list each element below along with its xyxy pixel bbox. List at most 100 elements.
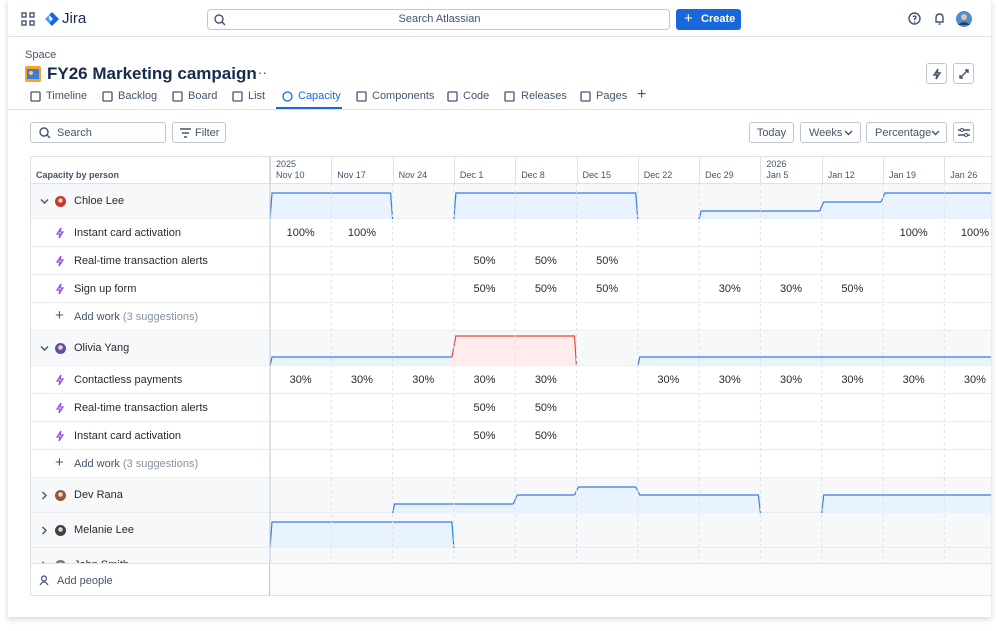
expand-toggle[interactable] <box>40 491 49 500</box>
avatar-face <box>58 198 63 203</box>
allocation: 30% <box>473 374 496 386</box>
person-row: Dev Rana <box>31 478 991 513</box>
allocation: 30% <box>902 374 925 386</box>
year-label: 2025 <box>276 159 297 169</box>
load-line <box>270 521 455 548</box>
week-header: Dec 1 <box>453 157 515 184</box>
tab-label: List <box>248 90 266 102</box>
work-row: Sign up form 50% 50% 50% 30% 30% 50% <box>31 275 991 303</box>
filter-label: Filter <box>195 127 220 139</box>
create-plus: + <box>684 10 693 27</box>
collapse-toggle[interactable] <box>40 344 49 353</box>
view-settings[interactable] <box>953 122 974 143</box>
app-switcher[interactable] <box>21 12 35 26</box>
collapse-toggle[interactable] <box>40 197 49 206</box>
capacity-grid: Capacity by person 2025 Nov 10 Nov 17 Nov 2… <box>30 156 991 596</box>
tab-label: Board <box>188 90 218 102</box>
tab-label: Capacity <box>298 90 341 102</box>
person-name: Melanie Lee <box>74 524 134 536</box>
product-name[interactable]: Jira <box>62 10 87 27</box>
allocation: 30% <box>718 283 741 295</box>
tab-icon <box>232 91 243 102</box>
add-tab[interactable]: + <box>637 86 647 103</box>
load-area <box>270 522 454 548</box>
person-name: Dev Rana <box>74 489 123 501</box>
work-icon <box>55 227 65 239</box>
help-icon[interactable] <box>908 12 921 25</box>
tab-label: Code <box>463 90 490 102</box>
scale-select[interactable]: Weeks <box>800 122 861 143</box>
notifications-icon[interactable] <box>933 12 946 25</box>
person-name: Olivia Yang <box>74 342 130 354</box>
load-line <box>270 356 452 366</box>
today-button[interactable]: Today <box>749 122 794 143</box>
suggestions: (3 suggestions) <box>122 458 199 470</box>
jira-logo[interactable] <box>44 11 60 27</box>
week-label: Nov 17 <box>337 170 366 180</box>
week-label: Jan 12 <box>827 170 855 180</box>
week-header: 2025 Nov 10 <box>270 157 331 184</box>
unit-label: Percentage <box>875 127 932 139</box>
global-search[interactable]: Search Atlassian <box>207 9 670 30</box>
automation-button[interactable] <box>926 63 947 84</box>
tab-icon <box>172 91 183 102</box>
column-header: Capacity by person <box>36 170 120 180</box>
person-shape <box>39 575 49 586</box>
create-button[interactable]: + Create <box>676 9 741 30</box>
allocation: 50% <box>596 255 619 267</box>
allocation: 30% <box>841 374 864 386</box>
chevron <box>42 526 47 535</box>
add-work-row[interactable]: + Add work (3 suggestions) <box>31 450 991 478</box>
work-title: Instant card activation <box>74 430 182 442</box>
week-header: Dec 15 <box>576 157 638 184</box>
load-line <box>821 494 991 513</box>
load-area <box>451 336 577 366</box>
add-work-label: Add work <box>74 311 120 323</box>
allocation: 50% <box>534 402 557 414</box>
allocation: 30% <box>289 374 312 386</box>
fullscreen-button[interactable] <box>953 63 974 84</box>
load-line <box>698 210 820 219</box>
week-header: Jan 26 <box>944 157 991 184</box>
allocation: 100% <box>899 227 928 239</box>
chevron <box>42 491 47 500</box>
allocation: 100% <box>286 227 315 239</box>
search-icon <box>39 127 51 139</box>
filter-button[interactable]: Filter <box>172 122 226 143</box>
chevron-down <box>931 130 940 136</box>
week-header: Jan 12 <box>821 157 883 184</box>
allocation: 50% <box>596 283 619 295</box>
tab-icon <box>30 91 41 102</box>
week-label: Dec 15 <box>582 170 612 180</box>
add-work: Add work (3 suggestions) <box>74 458 198 470</box>
allocation: 100% <box>960 227 990 239</box>
work-title: Real-time transaction alerts <box>74 402 208 414</box>
work-icon <box>55 255 65 267</box>
expand-toggle[interactable] <box>40 526 49 535</box>
load-area <box>270 357 452 366</box>
week-header: Dec 29 <box>699 157 760 184</box>
more-actions[interactable]: ··· <box>253 64 267 80</box>
week-header: Jan 19 <box>883 157 944 184</box>
load-area <box>270 193 393 219</box>
allocation: 30% <box>657 374 680 386</box>
work-title: Contactless payments <box>74 374 183 386</box>
week-label: Dec 22 <box>643 170 673 180</box>
week-label: Jan 19 <box>889 170 917 180</box>
week-label: Nov 24 <box>398 170 428 180</box>
work-icon <box>55 402 65 414</box>
unit-select[interactable]: Percentage <box>866 122 947 143</box>
load-line <box>573 486 636 496</box>
load-line <box>392 503 514 513</box>
person-row: Olivia Yang <box>31 331 991 366</box>
profile-avatar[interactable] <box>956 11 972 27</box>
add-people-row[interactable]: Add people <box>31 563 991 595</box>
load-area <box>513 495 575 513</box>
allocation: 50% <box>473 402 496 414</box>
add-work-row[interactable]: + Add work (3 suggestions) <box>31 303 991 331</box>
grid-search[interactable]: Search <box>30 122 166 143</box>
filter-icon <box>180 128 191 138</box>
work-row: Real-time transaction alerts 50% 50% 50% <box>31 247 991 275</box>
